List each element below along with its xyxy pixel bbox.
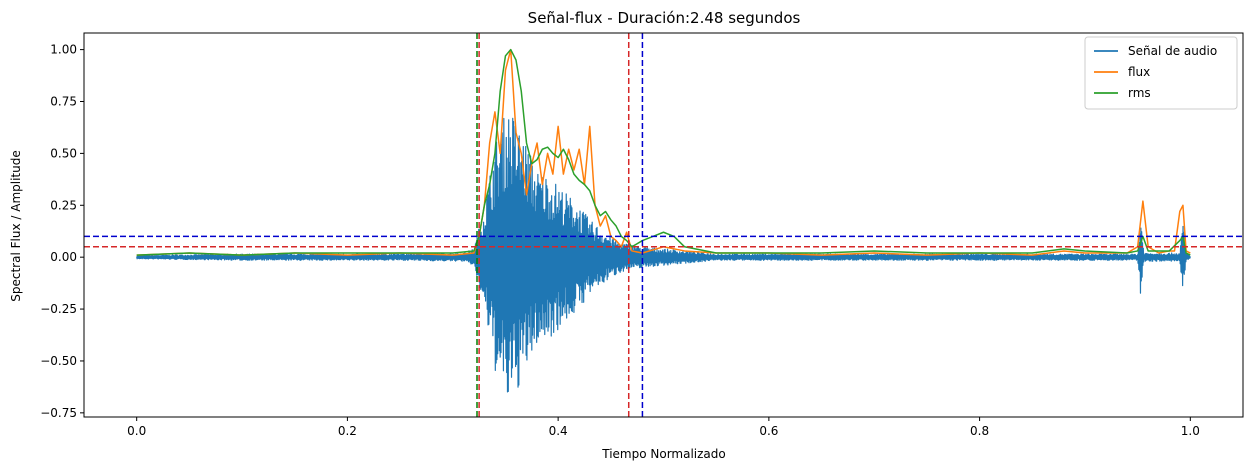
reference-lines (84, 33, 1243, 417)
y-tick-label: 0.25 (50, 198, 77, 212)
legend-box (1084, 36, 1238, 110)
plot-frame (83, 32, 1244, 418)
legend-label-flux: flux (1128, 65, 1150, 79)
plot-area (83, 32, 1244, 418)
y-tick-label: −0.50 (40, 354, 77, 368)
y-tick-label: 0.00 (50, 250, 77, 264)
x-tick-label: 0.6 (759, 424, 778, 438)
y-tick-label: 0.50 (50, 146, 77, 160)
y-tick-label: 0.75 (50, 94, 77, 108)
x-tick-label: 0.0 (127, 424, 146, 438)
series-line-rms (136, 48, 1191, 256)
y-tick-label: −0.25 (40, 302, 77, 316)
x-axis-ticks: 0.0 0.2 0.4 0.6 0.8 1.0 (127, 417, 1200, 438)
y-tick-label: −0.75 (40, 406, 77, 420)
legend-items: Señal de audio flux rms (1094, 44, 1217, 100)
series-layer (136, 48, 1191, 393)
y-axis-ticks: −0.75 −0.50 −0.25 0.00 0.25 0.50 0.75 1.00 (40, 43, 84, 420)
chart-title: Señal-flux - Duración:2.48 segundos (528, 9, 801, 27)
x-tick-label: 0.2 (338, 424, 357, 438)
series-line-flux (136, 48, 1191, 256)
series-line-audio-signal (136, 117, 1191, 393)
legend: Señal de audio flux rms (1084, 36, 1238, 110)
x-tick-label: 1.0 (1181, 424, 1200, 438)
y-axis-label: Spectral Flux / Amplitude (9, 150, 23, 301)
legend-label-audio-signal: Señal de audio (1128, 44, 1217, 58)
x-tick-label: 0.8 (970, 424, 989, 438)
legend-label-rms: rms (1128, 86, 1151, 100)
y-tick-label: 1.00 (50, 43, 77, 57)
x-axis-label: Tiempo Normalizado (601, 447, 726, 461)
x-tick-label: 0.4 (549, 424, 568, 438)
